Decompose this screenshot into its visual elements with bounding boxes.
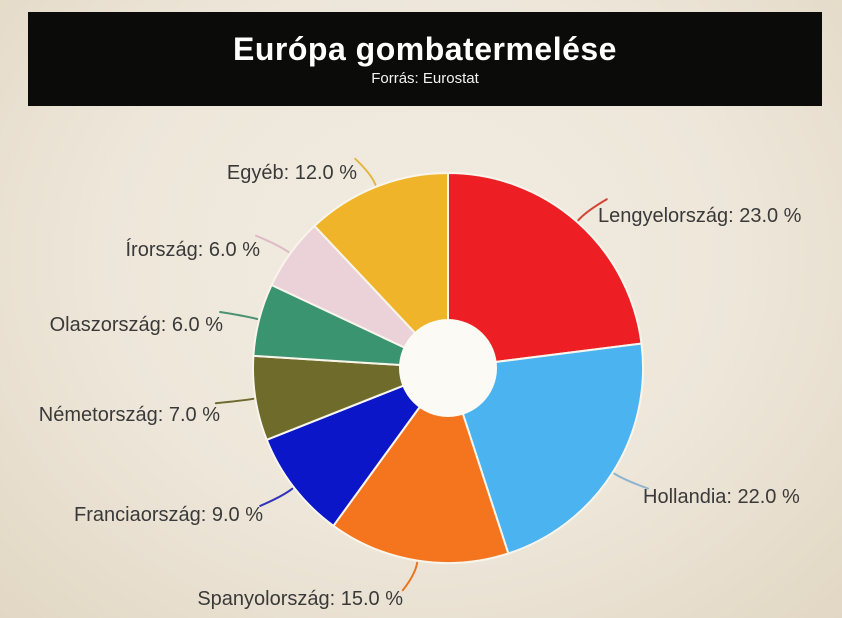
- pie-slice-hollandia: [447, 342, 645, 555]
- pie-slice-franciaország: [265, 367, 449, 527]
- pie-chart-area: Lengyelország: 23.0 % Hollandia: 22.0 % …: [0, 106, 842, 618]
- pie-chart: [214, 157, 649, 592]
- leader-line-egyéb: [354, 157, 377, 186]
- slice-label-franciaorszag: Franciaország: 9.0 %: [74, 504, 263, 526]
- pie-slice-egyéb: [313, 172, 449, 369]
- donut-hole: [399, 319, 497, 417]
- source-caption: Forrás: Eurostat: [371, 69, 479, 87]
- leader-line-franciaország: [259, 487, 294, 507]
- slice-label-nemetorszag: Németország: 7.0 %: [38, 404, 220, 426]
- leader-line-olaszország: [219, 311, 259, 320]
- leader-line-lengyelország: [577, 198, 608, 222]
- pie-slice-spanyolország: [332, 367, 510, 565]
- pie-slice-lengyelország: [447, 172, 643, 369]
- slice-label-lengyelorszag: Lengyelország: 23.0 %: [598, 205, 802, 227]
- leader-line-németország: [214, 397, 255, 405]
- slice-label-hollandia: Hollandia: 22.0 %: [643, 486, 800, 508]
- slice-label-olaszorszag: Olaszország: 6.0 %: [49, 314, 223, 336]
- leader-line-írország: [255, 234, 290, 254]
- slice-label-egyeb: Egyéb: 12.0 %: [226, 162, 357, 184]
- leader-line-hollandia: [613, 472, 649, 490]
- slice-label-spanyolorszag: Spanyolország: 15.0 %: [197, 588, 403, 610]
- page-title: Európa gombatermelése: [233, 30, 617, 67]
- leader-line-spanyolország: [401, 561, 419, 592]
- slice-label-irorszag: Írország: 6.0 %: [125, 239, 260, 261]
- title-bar: Európa gombatermelése Forrás: Eurostat: [28, 12, 822, 106]
